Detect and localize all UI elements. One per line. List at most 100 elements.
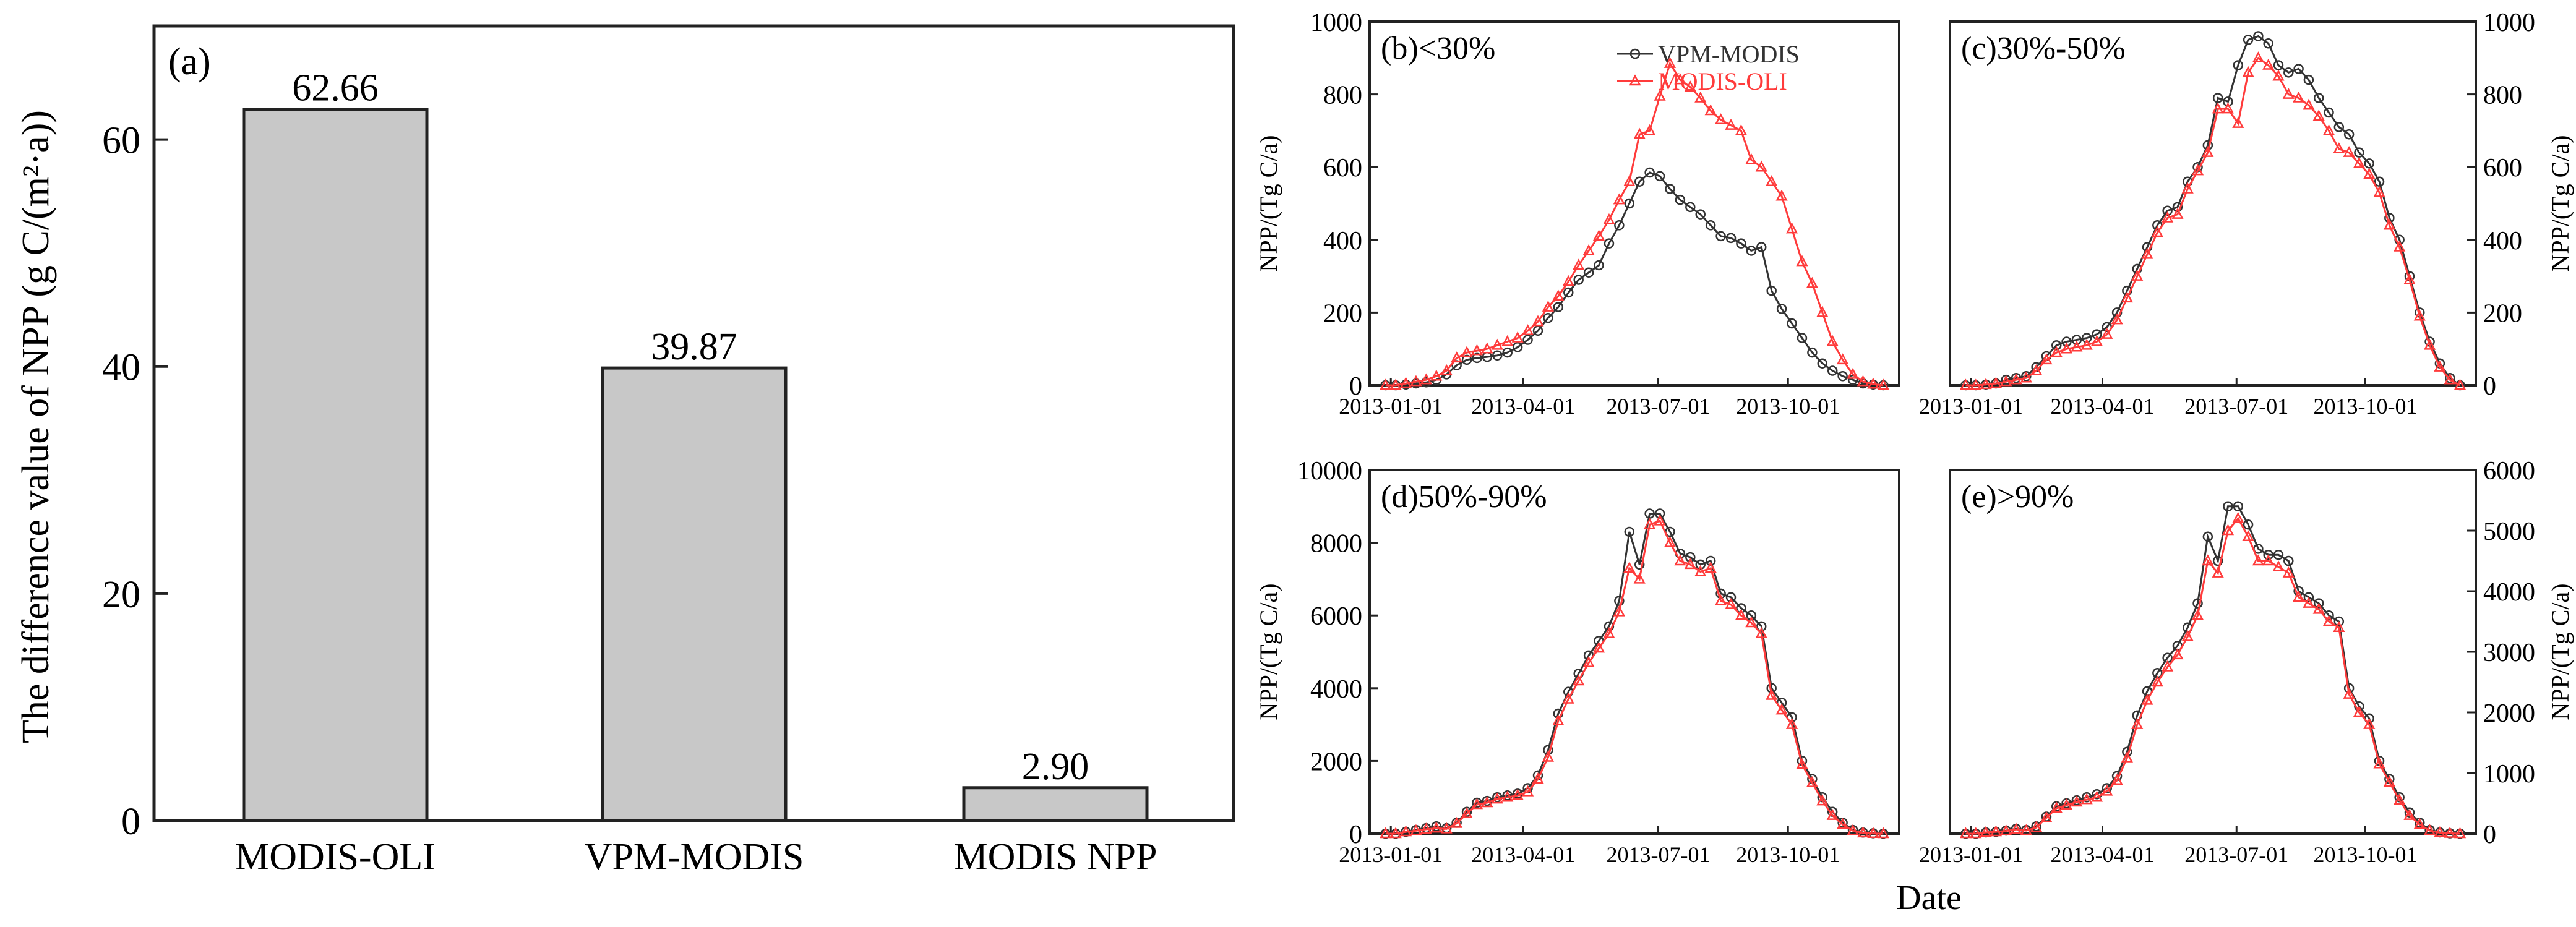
data-point (2303, 74, 2314, 85)
data-point (2333, 621, 2345, 633)
data-point (1705, 220, 1716, 231)
data-point (2080, 338, 2093, 350)
data-point (2312, 602, 2325, 614)
panel-label: (c)30%-50% (1961, 31, 2126, 66)
data-point (2253, 31, 2264, 41)
data-point (2223, 96, 2233, 107)
data-point (2444, 826, 2456, 838)
data-point (2313, 93, 2324, 103)
data-point (2000, 375, 2012, 387)
y-tick-label: 4000 (1310, 675, 1362, 704)
data-point (2434, 826, 2446, 837)
data-point (2293, 91, 2305, 103)
x-tick-label: 2013-01-01 (1919, 394, 2023, 419)
data-point (2040, 811, 2053, 822)
data-point (2233, 60, 2244, 70)
data-point (2353, 706, 2366, 717)
x-tick-label: 2013-10-01 (1736, 842, 1840, 867)
data-point (2242, 530, 2254, 542)
data-point (1532, 325, 1543, 336)
data-point (1521, 785, 1534, 797)
data-point (1461, 346, 1473, 357)
data-point (1755, 626, 1767, 638)
data-point (1695, 559, 1706, 570)
data-point (1389, 378, 1402, 390)
data-point (2343, 687, 2355, 699)
data-point (2293, 591, 2305, 602)
data-point (2283, 555, 2294, 566)
data-point (2181, 630, 2194, 641)
data-point (1694, 91, 1707, 103)
data-point (2010, 373, 2022, 385)
x-category-label: MODIS-OLI (235, 836, 436, 878)
y-tick-label: 2000 (1310, 748, 1362, 776)
data-point (1990, 377, 2003, 388)
data-point (1594, 260, 1604, 271)
data-point (1746, 610, 1757, 621)
panel-d: 0 2000 4000 6000 8000 10000 2013-01-01 2013-04-… (1255, 457, 1900, 867)
data-point (2303, 596, 2315, 608)
data-point (1705, 555, 1716, 566)
data-point (2394, 240, 2406, 252)
data-point (1775, 189, 1788, 201)
data-point (1817, 358, 1828, 369)
y-tick-label: 400 (2483, 227, 2522, 255)
data-point (1502, 347, 1513, 358)
data-point (2111, 313, 2123, 325)
data-point (2404, 807, 2415, 818)
y-tick-label: 5000 (2483, 518, 2535, 546)
data-point (1980, 378, 1992, 390)
data-point (1481, 342, 1493, 354)
data-point (1664, 56, 1677, 68)
data-point (2191, 164, 2204, 176)
data-point (1837, 371, 1848, 382)
data-point (2040, 353, 2053, 365)
data-point (1583, 267, 1594, 278)
series-modis-oli (1959, 511, 2467, 839)
data-point (1787, 318, 1797, 329)
data-point (2423, 824, 2436, 835)
data-point (2313, 598, 2324, 609)
x-tick-label: 2013-07-01 (2184, 394, 2288, 419)
data-point (2232, 511, 2244, 523)
data-point (1796, 758, 1808, 769)
data-point (2162, 211, 2174, 223)
data-point (1970, 378, 1982, 390)
data-point (1715, 231, 1726, 242)
data-point (1959, 378, 1972, 390)
panel-a-y-label: The difference value of NPP (g C/(m²·a)) (15, 110, 57, 743)
panel-a-y-axis: 0 20 40 60 (102, 120, 168, 843)
data-point (1704, 562, 1717, 573)
data-point (1735, 609, 1748, 620)
data-point (1654, 171, 1665, 182)
data-point (1542, 300, 1555, 312)
data-point (1491, 338, 1503, 350)
y-tick-label: 3000 (2483, 639, 2535, 667)
data-point (2090, 335, 2103, 346)
data-point (2202, 531, 2213, 542)
data-point (1532, 772, 1544, 784)
data-point (2151, 226, 2163, 237)
panel-a-bars (242, 108, 1149, 822)
data-point (1633, 572, 1646, 584)
data-point (2423, 338, 2436, 350)
data-point (1857, 826, 1870, 838)
data-point (2282, 87, 2295, 99)
data-point (1430, 821, 1443, 833)
data-point (2171, 207, 2184, 219)
data-point (2403, 273, 2416, 284)
data-point (2141, 693, 2153, 705)
y-axis-label: NPP/(Tg C/a) (1255, 583, 1282, 720)
data-point (2050, 346, 2063, 357)
data-point (2272, 560, 2285, 572)
x-tick-label: 2013-07-01 (2184, 842, 2288, 867)
legend-label: VPM-MODIS (1658, 40, 1800, 68)
data-point (1451, 351, 1463, 363)
data-point (2020, 824, 2032, 835)
data-point (1380, 827, 1392, 839)
data-point (1816, 794, 1829, 806)
x-category-label: MODIS NPP (953, 836, 1157, 878)
y-tick-label: 0 (1349, 372, 1362, 401)
data-point (1613, 605, 1625, 617)
data-point (1867, 827, 1879, 838)
